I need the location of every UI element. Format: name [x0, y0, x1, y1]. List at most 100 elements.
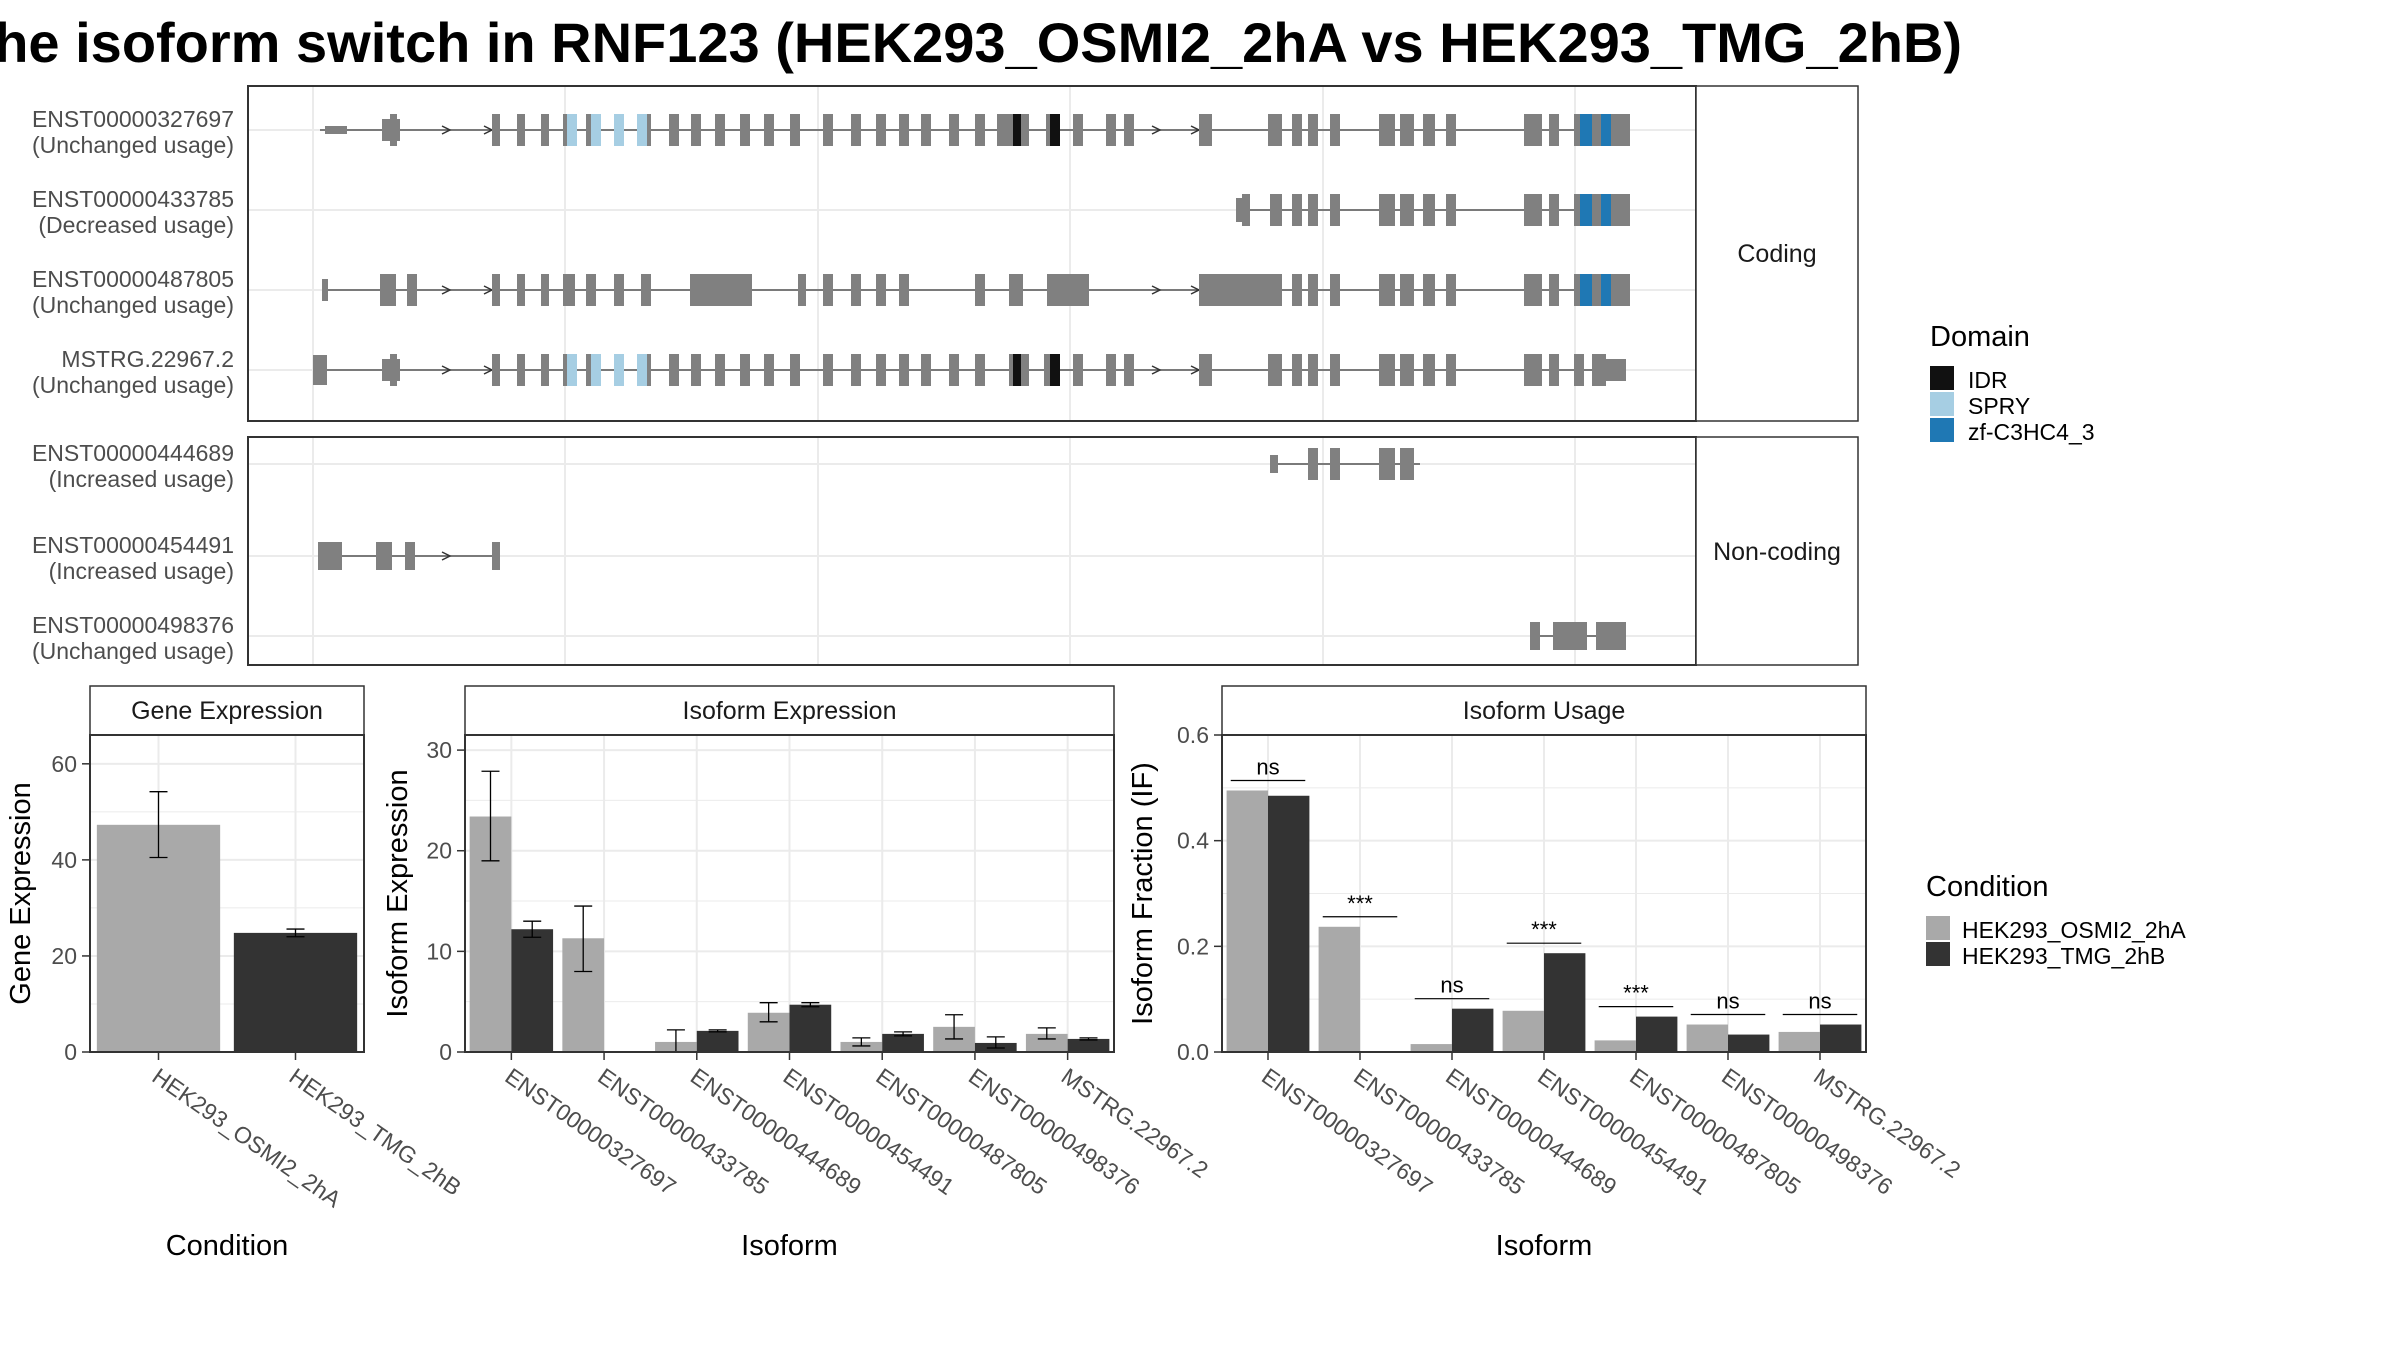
exon — [586, 274, 596, 306]
domain-legend: Domain IDR SPRY zf-C3HC4_3 — [1930, 321, 2095, 445]
y-tick-label: 0 — [64, 1039, 77, 1065]
bar — [1728, 1034, 1770, 1052]
exon — [1308, 274, 1318, 306]
legend-key-cond2 — [1926, 942, 1950, 966]
isoform-usage-label: (Unchanged usage) — [32, 638, 234, 664]
exon — [390, 354, 397, 386]
exon — [823, 354, 833, 386]
coding-strip — [1695, 85, 1859, 422]
exon — [690, 274, 752, 306]
exon — [405, 542, 415, 570]
strand-arrow — [441, 125, 452, 135]
exon — [1530, 622, 1540, 650]
legend-label-idr: IDR — [1968, 367, 2008, 393]
exon — [1524, 354, 1542, 386]
exon — [1308, 194, 1318, 226]
exon — [1446, 194, 1456, 226]
exon — [1610, 114, 1630, 146]
idr-domain — [1013, 354, 1021, 386]
isoform-usage-label: (Unchanged usage) — [32, 132, 234, 158]
isoform-usage-label: (Increased usage) — [49, 558, 234, 584]
exon — [1292, 354, 1302, 386]
exon — [1330, 448, 1340, 480]
exon — [798, 274, 806, 306]
exon — [1549, 114, 1559, 146]
significance-label: ns — [1716, 989, 1739, 1014]
y-tick-label: 40 — [51, 847, 77, 873]
isoform-usage-label: (Decreased usage) — [38, 212, 234, 238]
exon — [1292, 114, 1302, 146]
exon — [1574, 274, 1584, 306]
zf-domain — [1601, 194, 1611, 226]
exon — [563, 274, 575, 306]
zf-domain — [1601, 274, 1611, 306]
exon — [541, 114, 549, 146]
bar — [1820, 1024, 1862, 1052]
exon — [1330, 354, 1340, 386]
bar — [1594, 1040, 1636, 1052]
exon — [1047, 274, 1089, 306]
exon — [1446, 354, 1456, 386]
isoform-id-label: ENST00000444689 — [32, 440, 234, 466]
exon — [376, 542, 392, 570]
strand-arrow — [1151, 285, 1162, 295]
exon — [1610, 274, 1630, 306]
exon — [790, 354, 800, 386]
exon — [1124, 114, 1134, 146]
bar — [96, 824, 221, 1052]
exon — [1574, 194, 1584, 226]
exon — [669, 354, 679, 386]
exon — [921, 354, 931, 386]
exon — [492, 354, 500, 386]
exon — [899, 354, 909, 386]
exon — [1379, 274, 1395, 306]
exon — [492, 114, 500, 146]
x-axis-title: Condition — [166, 1230, 289, 1262]
exon — [390, 114, 397, 146]
y-axis-title: Isoform Expression — [382, 769, 414, 1017]
exon — [975, 114, 985, 146]
exon — [740, 114, 750, 146]
x-tick-label: ENST00000454491 — [779, 1063, 959, 1200]
exon — [318, 542, 342, 570]
figure-title: The isoform switch in RNF123 (HEK293_OSM… — [0, 11, 1962, 74]
exon — [1308, 354, 1318, 386]
strand-arrow — [441, 551, 452, 561]
legend-key-idr — [1930, 366, 1954, 390]
exon — [541, 274, 549, 306]
x-tick-label: ENST00000327697 — [1257, 1063, 1437, 1200]
idr-domain — [1050, 354, 1060, 386]
bar — [1318, 926, 1360, 1052]
exon — [1330, 114, 1340, 146]
y-tick-label: 30 — [426, 737, 452, 763]
y-tick-label: 20 — [51, 943, 77, 969]
exon — [823, 114, 833, 146]
isoform-usage-label: (Increased usage) — [49, 466, 234, 492]
isoform-usage-chart: Isoform Usage ns *** ns *** *** ns ns 0.0 0.2 0.4 0… — [1127, 685, 1965, 1262]
panel-title: Isoform Usage — [1463, 697, 1626, 725]
zf-domain — [1580, 274, 1592, 306]
exon — [975, 354, 985, 386]
exon — [1400, 114, 1414, 146]
significance-label: ns — [1440, 973, 1463, 998]
isoform-id-label: MSTRG.22967.2 — [61, 346, 234, 372]
exon — [1379, 114, 1395, 146]
exon — [1423, 274, 1435, 306]
exon — [691, 114, 701, 146]
exon — [1292, 194, 1302, 226]
transcript-structure-panel: Coding Non-coding ENST00000327697(Unchan… — [32, 85, 1859, 666]
exon — [1199, 114, 1212, 146]
exon — [876, 114, 886, 146]
exon — [851, 354, 861, 386]
isoform-id-label: ENST00000487805 — [32, 266, 234, 292]
exon — [1044, 354, 1054, 386]
bar — [1636, 1016, 1678, 1052]
bar — [1452, 1008, 1494, 1052]
y-tick-label: 60 — [51, 751, 77, 777]
y-axis-title: Gene Expression — [5, 782, 37, 1004]
exon — [715, 354, 725, 386]
x-axis-title: Isoform — [741, 1230, 838, 1262]
exon — [876, 274, 886, 306]
x-axis-title: Isoform — [1496, 1230, 1593, 1262]
exon — [1592, 274, 1602, 306]
